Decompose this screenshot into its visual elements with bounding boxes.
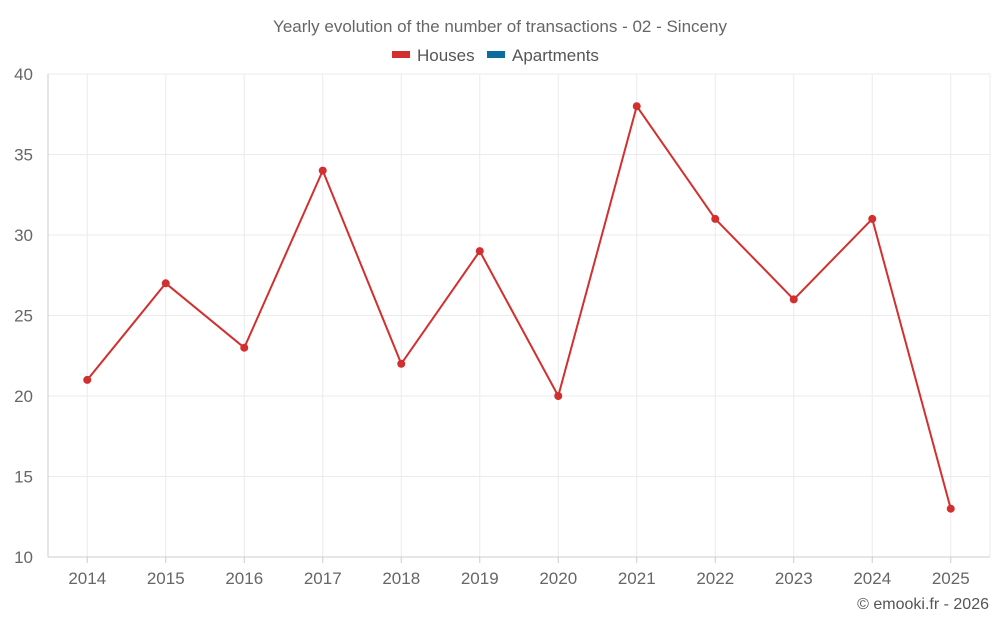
gridlines [48, 73, 991, 557]
x-tick-label: 2016 [225, 569, 263, 588]
data-point-houses[interactable] [475, 247, 484, 256]
x-tick-label: 2018 [382, 569, 420, 588]
x-tick-label: 2020 [539, 569, 577, 588]
legend: Houses Apartments [392, 46, 599, 65]
y-tick-label: 30 [14, 226, 33, 245]
x-tick-labels: 2014 2015 2016 2017 2018 2019 2020 2021 2022 2023… [68, 569, 969, 588]
x-tick-label: 2024 [853, 569, 891, 588]
data-point-houses[interactable] [318, 166, 327, 175]
data-point-houses[interactable] [789, 295, 798, 304]
legend-label-houses: Houses [417, 46, 475, 65]
legend-label-apartments: Apartments [512, 46, 599, 65]
legend-item-houses[interactable]: Houses [392, 46, 475, 65]
data-point-houses[interactable] [554, 392, 563, 400]
data-point-houses[interactable] [868, 214, 877, 223]
x-tick-label: 2023 [775, 569, 813, 588]
credit-text: © emooki.fr - 2026 [857, 596, 989, 613]
y-tick-label: 35 [14, 146, 33, 165]
data-point-houses[interactable] [240, 343, 249, 352]
series [83, 102, 955, 513]
x-tick-label: 2019 [461, 569, 499, 588]
data-point-houses[interactable] [83, 375, 92, 384]
y-tick-label: 25 [14, 307, 33, 326]
x-tick-label: 2017 [304, 569, 342, 588]
y-tick-label: 15 [14, 468, 33, 487]
chart-title: Yearly evolution of the number of transa… [273, 17, 727, 36]
data-point-houses[interactable] [632, 102, 641, 111]
legend-swatch-houses [392, 51, 410, 58]
y-tick-label: 40 [14, 65, 33, 84]
data-point-houses[interactable] [397, 359, 406, 368]
x-tick-label: 2025 [932, 569, 970, 588]
y-tick-label: 20 [14, 387, 33, 406]
x-tick-label: 2022 [696, 569, 734, 588]
x-tick-label: 2015 [147, 569, 185, 588]
series-line-houses [86, 105, 952, 509]
y-tick-labels: 10 15 20 25 30 35 40 [14, 65, 33, 567]
x-tick-label: 2021 [618, 569, 656, 588]
legend-item-apartments[interactable]: Apartments [487, 46, 599, 65]
x-tick-label: 2014 [68, 569, 106, 588]
y-tick-label: 10 [14, 548, 33, 567]
data-point-houses[interactable] [161, 279, 170, 288]
data-point-houses[interactable] [711, 214, 720, 223]
data-point-houses[interactable] [946, 504, 955, 513]
axes [47, 74, 990, 563]
legend-swatch-apartments [487, 51, 505, 58]
